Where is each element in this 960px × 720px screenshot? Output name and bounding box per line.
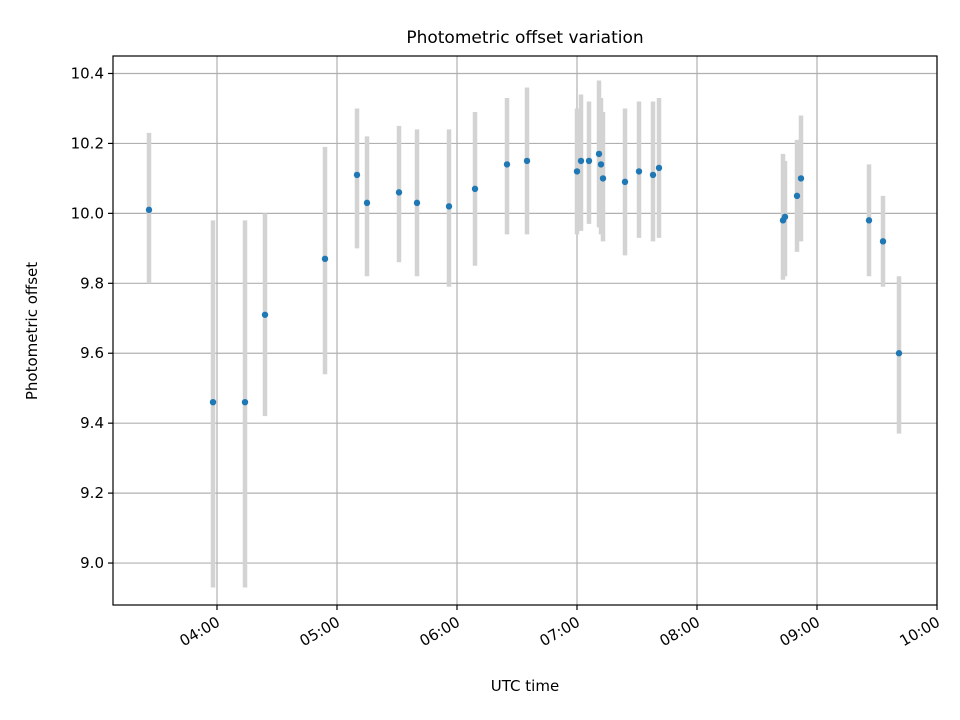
x-tick-label: 07:00 (537, 613, 583, 650)
x-tick-label: 09:00 (777, 613, 823, 650)
data-point (793, 192, 801, 200)
data-point (241, 398, 249, 406)
data-point (395, 189, 403, 196)
x-axis-label: UTC time (491, 677, 559, 695)
data-point (523, 157, 531, 165)
y-tick-label: 9.2 (80, 484, 104, 502)
x-tick-label: 05:00 (297, 613, 343, 650)
data-point (599, 175, 607, 182)
data-point (209, 398, 217, 406)
x-tick-label: 06:00 (417, 613, 463, 650)
x-tick-label: 04:00 (177, 613, 223, 650)
data-point (471, 185, 479, 193)
data-point (865, 217, 873, 224)
y-axis-ticks: 9.0 9.2 9.4 9.6 9.8 10.0 10.2 10.4 (71, 64, 113, 572)
x-axis-ticks: 04:00 05:00 06:00 07:00 08:00 09:00 10:00 (177, 605, 943, 650)
data-point (879, 238, 887, 245)
y-tick-label: 9.6 (80, 344, 104, 362)
data-point (445, 203, 453, 210)
data-point (781, 213, 789, 221)
x-tick-label: 10:00 (897, 613, 943, 650)
data-point (797, 175, 805, 182)
plot-frame (112, 55, 938, 606)
data-point (363, 199, 371, 207)
y-tick-label: 9.8 (80, 274, 104, 292)
data-point (573, 168, 581, 175)
data-point (621, 178, 629, 186)
chart-title: Photometric offset variation (406, 28, 643, 48)
data-points (145, 150, 903, 406)
data-point (649, 171, 657, 179)
y-tick-label: 9.0 (80, 554, 104, 572)
data-point (145, 206, 153, 214)
data-point (503, 161, 511, 168)
y-tick-label: 9.4 (80, 414, 104, 432)
y-axis-label: Photometric offset (23, 262, 41, 400)
data-point (321, 255, 329, 263)
data-point (353, 171, 361, 179)
y-tick-label: 10.4 (71, 64, 104, 82)
data-point (597, 161, 605, 168)
data-point (261, 311, 269, 318)
data-point (413, 199, 421, 207)
data-point (895, 350, 903, 357)
data-point (595, 150, 603, 158)
data-point (577, 157, 585, 165)
x-tick-label: 08:00 (657, 613, 703, 650)
error-bars (146, 80, 902, 588)
y-tick-label: 10.2 (71, 134, 104, 152)
data-point (585, 157, 593, 165)
data-point (655, 164, 663, 172)
data-point (635, 168, 643, 175)
y-tick-label: 10.0 (71, 204, 104, 222)
